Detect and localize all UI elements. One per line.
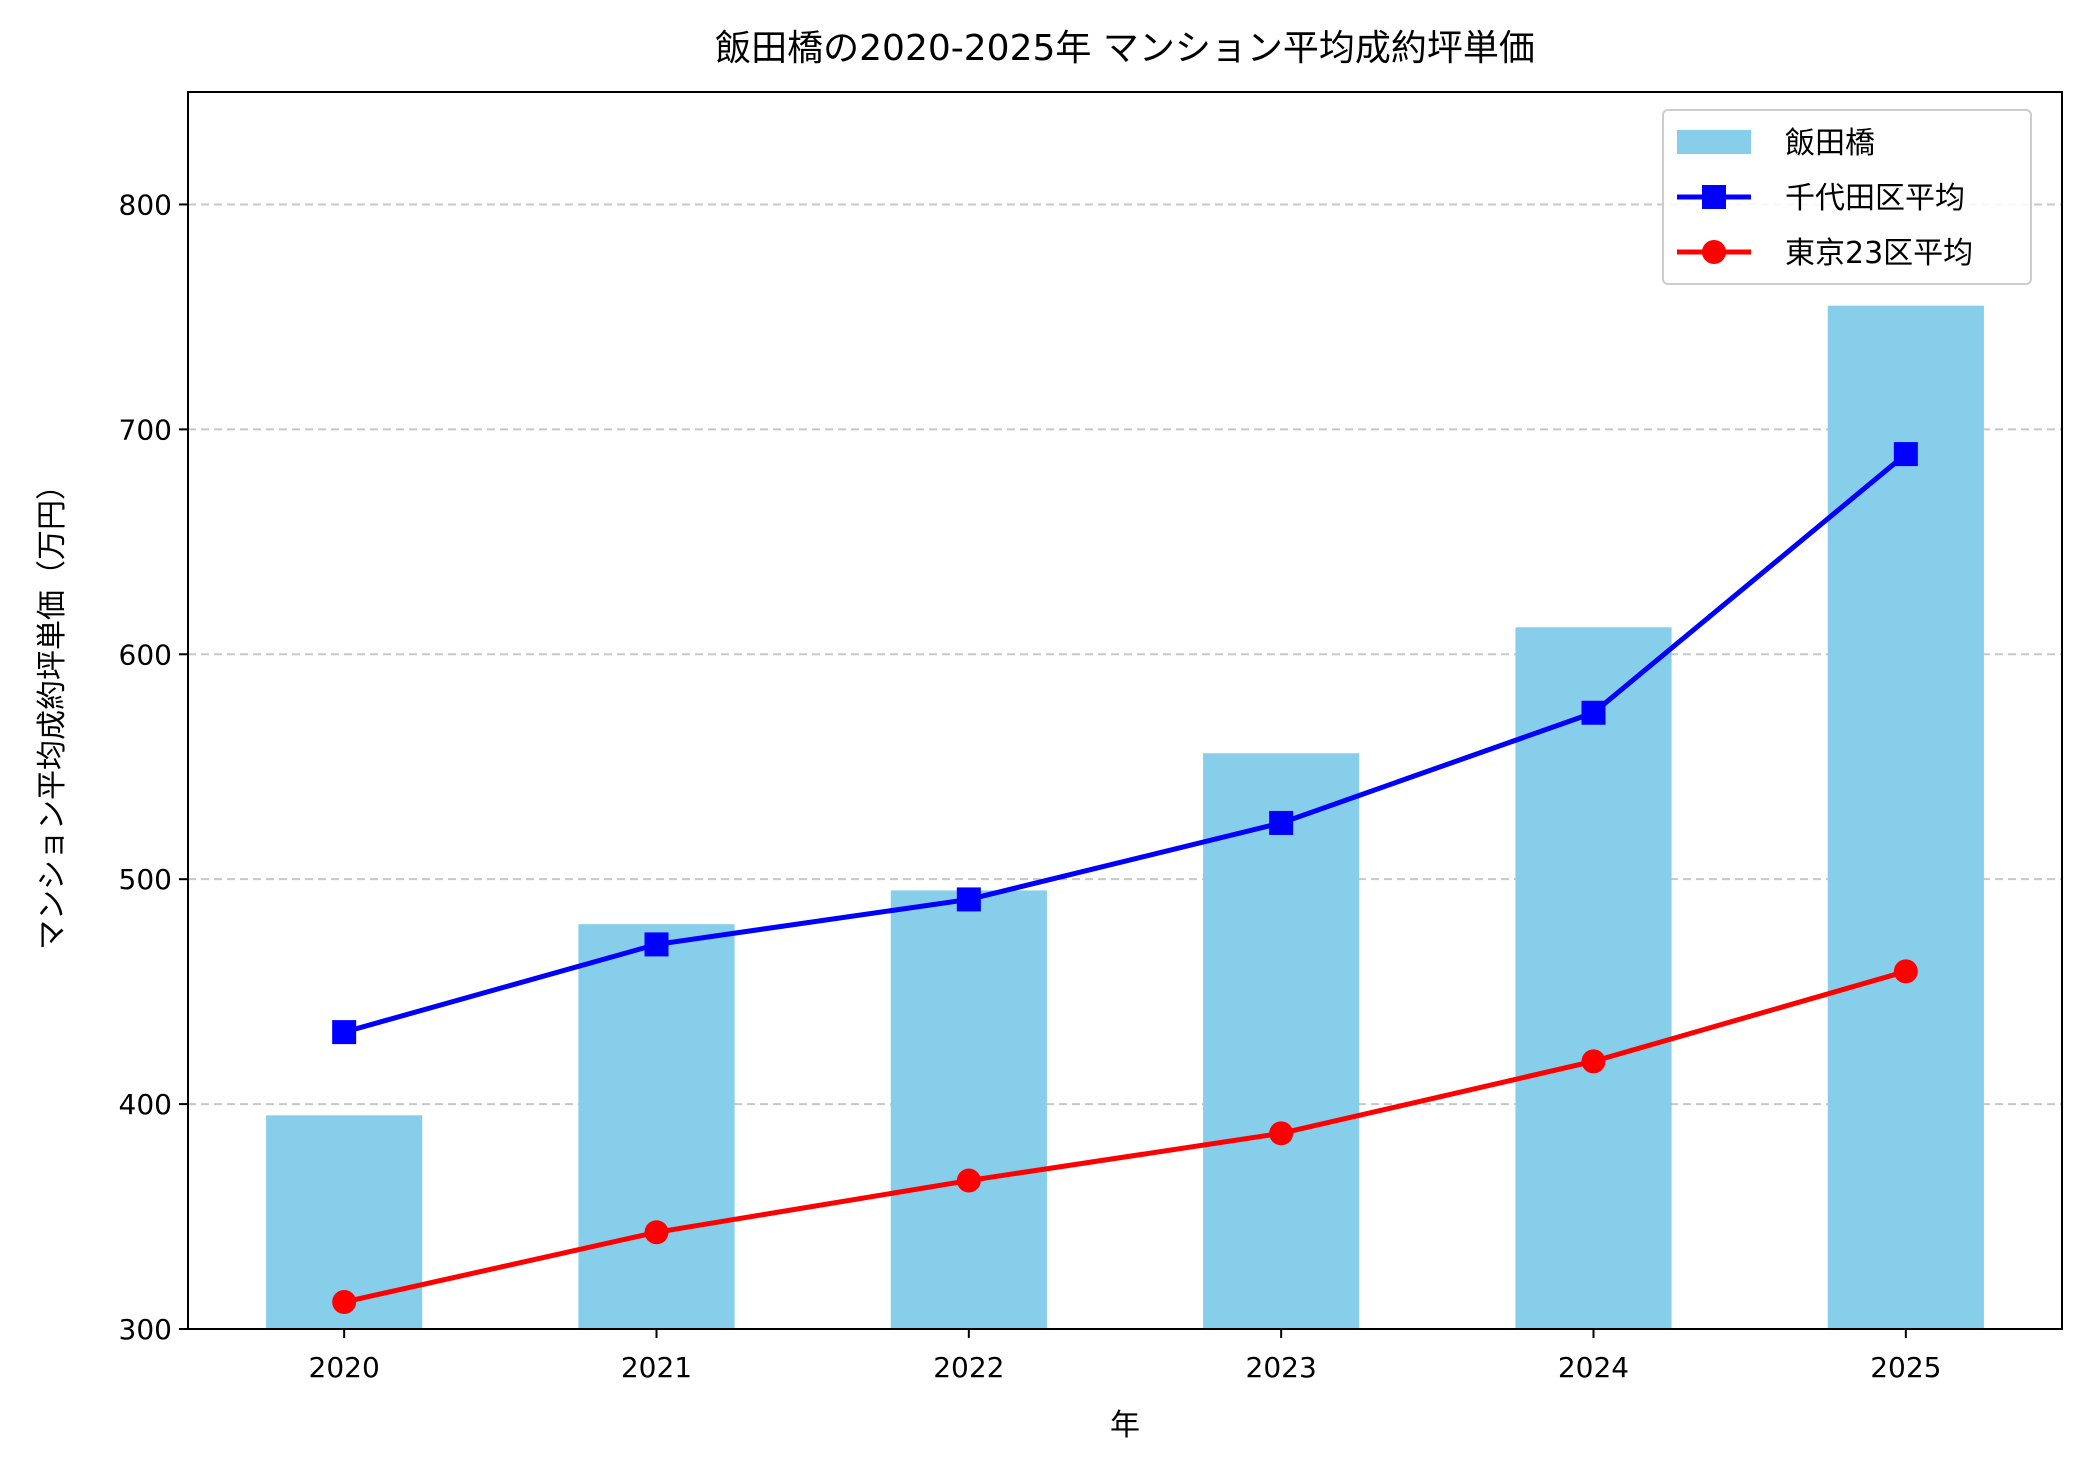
x-axis-label: 年 xyxy=(1110,1408,1140,1443)
circle-marker xyxy=(644,1220,669,1245)
x-tick-label: 2023 xyxy=(1246,1351,1317,1384)
circle-marker xyxy=(1581,1049,1606,1074)
square-marker xyxy=(956,887,981,912)
x-tick-label: 2024 xyxy=(1558,1351,1629,1384)
y-tick-label: 400 xyxy=(119,1088,172,1121)
bar-2022 xyxy=(890,890,1047,1329)
circle-marker xyxy=(1893,959,1918,984)
bar-2025 xyxy=(1827,305,1984,1329)
x-tick-label: 2022 xyxy=(933,1351,1004,1384)
y-tick-label: 700 xyxy=(119,413,172,446)
y-tick-label: 300 xyxy=(119,1313,172,1346)
plot-frame xyxy=(187,91,2063,1330)
legend-label: 飯田橋 xyxy=(1785,126,1875,161)
circle-marker xyxy=(956,1168,981,1193)
legend-box xyxy=(1662,109,2032,285)
legend-circle-marker xyxy=(1702,240,1726,264)
x-tick-label: 2020 xyxy=(309,1351,380,1384)
legend-label: 東京23区平均 xyxy=(1785,236,1973,271)
chart-title: 飯田橋の2020-2025年 マンション平均成約坪単価 xyxy=(715,28,1535,69)
bar-2023 xyxy=(1203,753,1360,1329)
bar-2021 xyxy=(578,924,735,1329)
series-line xyxy=(343,452,1908,1035)
y-tick-label: 500 xyxy=(119,863,172,896)
circle-marker xyxy=(1269,1121,1294,1146)
square-marker xyxy=(1893,442,1918,467)
series-line xyxy=(343,968,1907,1305)
x-tick-label: 2021 xyxy=(621,1351,692,1384)
bar-2024 xyxy=(1515,627,1672,1329)
circle-marker xyxy=(332,1290,357,1315)
square-marker xyxy=(332,1020,357,1045)
square-marker xyxy=(644,932,669,957)
legend-square-marker xyxy=(1702,185,1726,209)
square-marker xyxy=(1581,700,1606,725)
legend-swatch xyxy=(1677,130,1751,154)
y-tick-label: 600 xyxy=(119,638,172,671)
legend-label: 千代田区平均 xyxy=(1785,181,1965,216)
square-marker xyxy=(1269,810,1294,835)
x-tick-label: 2025 xyxy=(1870,1351,1941,1384)
y-axis-label: マンション平均成約坪単価（万円） xyxy=(35,470,70,950)
y-tick-label: 800 xyxy=(119,188,172,221)
